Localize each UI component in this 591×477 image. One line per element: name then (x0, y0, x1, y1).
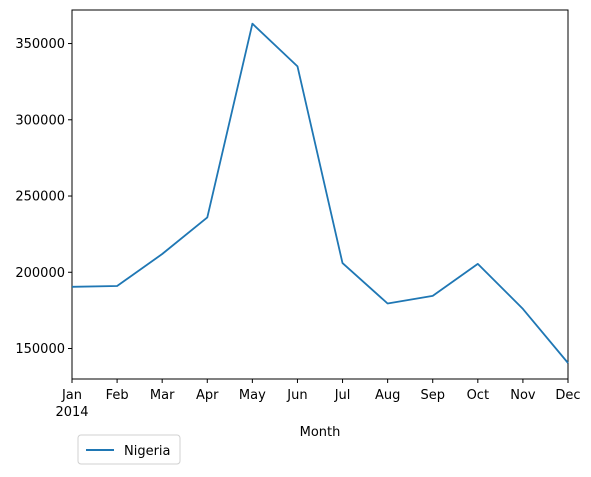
y-tick-label: 300000 (15, 113, 65, 128)
x-tick-label: Dec (555, 388, 580, 403)
x-tick-label: Jul (334, 388, 351, 403)
x-tick-label: Jun (286, 388, 307, 403)
x-tick-label: May (239, 388, 266, 403)
x-axis: Jan Feb Mar Apr May Jun Jul Aug Sep Oct Nov Dec (61, 379, 581, 403)
legend-label-nigeria: Nigeria (124, 444, 171, 459)
x-tick-label: Mar (150, 388, 175, 403)
x-axis-label: Month (300, 425, 341, 440)
plot-area-frame (72, 10, 568, 379)
x-tick-label: Apr (196, 388, 219, 403)
series-layer (72, 24, 568, 363)
x-axis-year-label: 2014 (55, 405, 88, 420)
y-tick-label: 350000 (15, 37, 65, 52)
x-tick-label: Oct (467, 388, 489, 403)
y-tick-label: 150000 (15, 342, 65, 357)
x-tick-label: Jan (61, 388, 82, 403)
x-tick-label: Aug (375, 388, 400, 403)
x-tick-label: Nov (510, 388, 536, 403)
x-tick-label: Feb (106, 388, 129, 403)
y-tick-label: 200000 (15, 266, 65, 281)
series-line-nigeria (72, 24, 568, 363)
y-tick-label: 250000 (15, 190, 65, 205)
y-axis: 150000 200000 250000 300000 350000 (15, 37, 72, 357)
x-tick-label: Sep (420, 388, 445, 403)
legend: Nigeria (78, 435, 180, 464)
